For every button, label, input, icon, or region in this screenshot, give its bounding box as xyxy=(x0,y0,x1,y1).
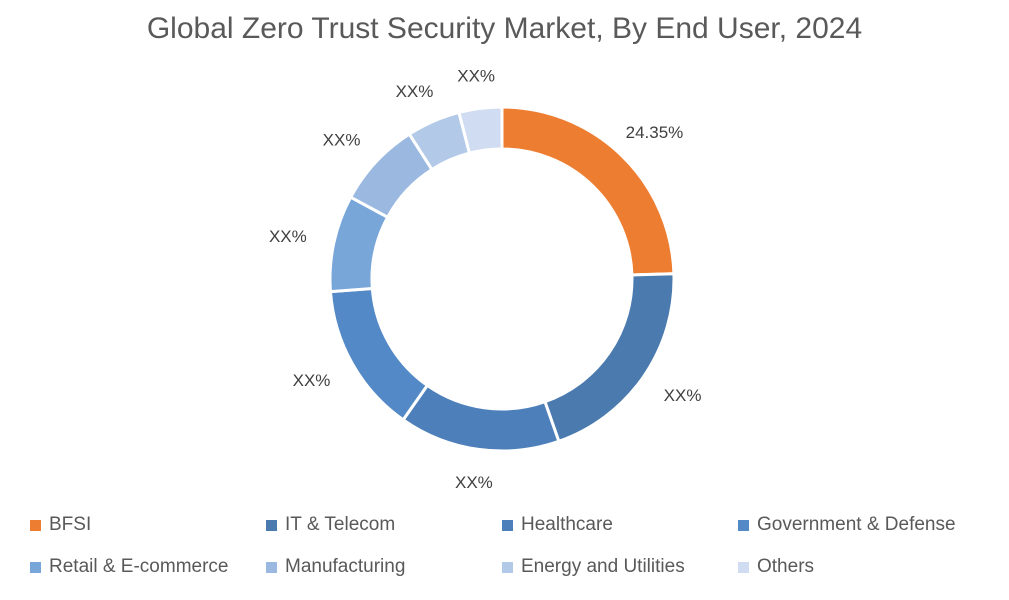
data-label: XX% xyxy=(323,130,361,149)
donut-slice-it-telecom xyxy=(543,272,676,444)
legend-label: IT & Telecom xyxy=(285,514,396,535)
donut-chart: 24.35% XX% XX% XX% XX% XX% XX% XX% xyxy=(269,67,702,492)
legend-item: Retail & E-commerce xyxy=(30,556,266,578)
chart-title: Global Zero Trust Security Market, By En… xyxy=(146,12,863,45)
legend-item: Others xyxy=(738,556,990,578)
donut-slice-healthcare xyxy=(401,383,561,453)
legend-label: Government & Defense xyxy=(757,514,956,535)
data-label: XX% xyxy=(664,386,702,405)
legend-label: Retail & E-commerce xyxy=(49,556,229,577)
legend-item: Manufacturing xyxy=(266,556,502,578)
legend-swatch xyxy=(266,561,277,573)
legend-swatch xyxy=(266,519,277,531)
data-label: XX% xyxy=(457,67,495,86)
legend-swatch xyxy=(30,519,41,531)
legend-swatch xyxy=(30,561,41,573)
legend-swatch xyxy=(502,561,513,573)
data-label: XX% xyxy=(293,371,331,390)
data-label: XX% xyxy=(455,473,493,492)
legend-label: BFSI xyxy=(49,514,92,535)
legend-label: Healthcare xyxy=(521,514,613,535)
legend-label: Energy and Utilities xyxy=(521,556,685,577)
legend-swatch xyxy=(502,519,513,531)
data-label: XX% xyxy=(269,227,307,246)
data-label: 24.35% xyxy=(626,123,684,142)
legend-item: Government & Defense xyxy=(738,514,990,536)
data-label: XX% xyxy=(396,82,434,101)
legend-swatch xyxy=(738,561,749,573)
legend-label: Others xyxy=(757,556,815,577)
legend-item: Energy and Utilities xyxy=(502,556,738,578)
chart-legend: BFSI IT & Telecom Healthcare Government & D… xyxy=(30,514,990,578)
legend-item: IT & Telecom xyxy=(266,514,502,536)
legend-item: Healthcare xyxy=(502,514,738,536)
donut-slice-others xyxy=(457,105,504,155)
donut-slice-government-defense xyxy=(328,286,430,422)
legend-swatch xyxy=(738,519,749,531)
legend-item: BFSI xyxy=(30,514,266,536)
legend-label: Manufacturing xyxy=(285,556,406,577)
